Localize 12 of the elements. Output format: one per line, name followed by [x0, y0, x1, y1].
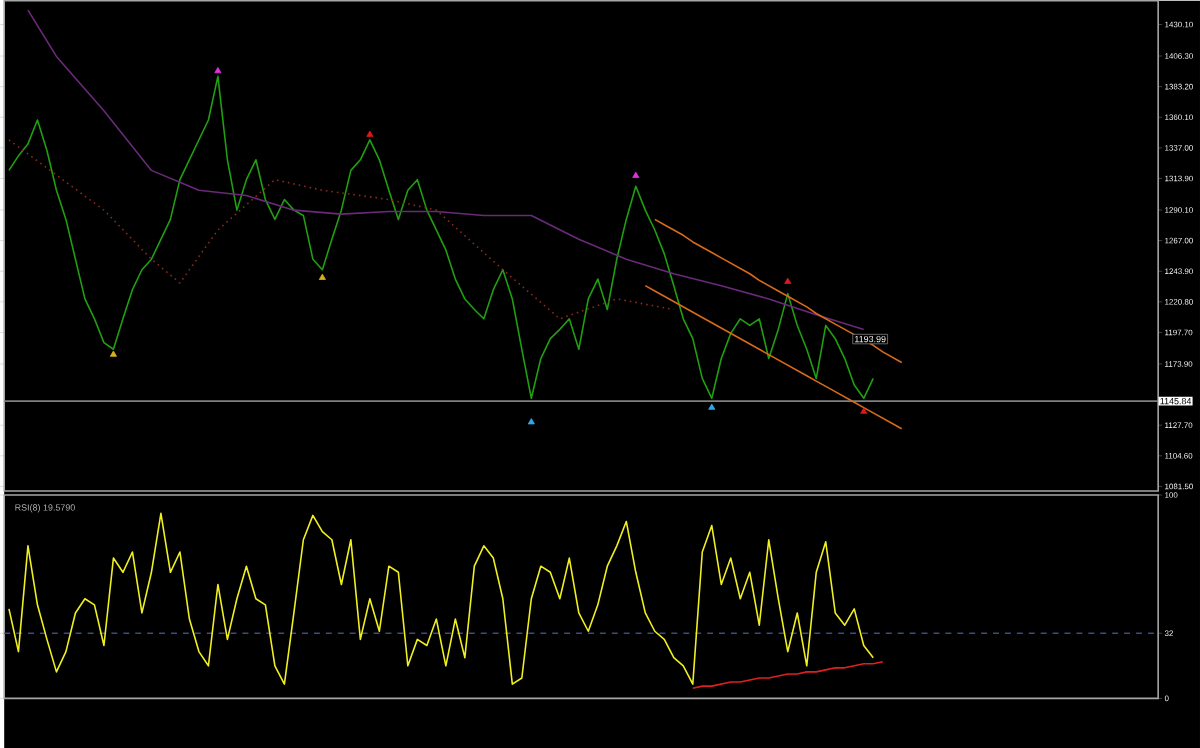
point — [318, 273, 326, 280]
point — [527, 418, 535, 425]
line-series — [27, 9, 865, 331]
point — [109, 350, 117, 357]
line-series — [8, 512, 875, 685]
point — [784, 277, 792, 284]
point — [860, 407, 868, 414]
point — [366, 130, 374, 137]
point — [708, 403, 716, 410]
point — [214, 66, 222, 74]
line-series — [8, 139, 675, 320]
point — [632, 171, 640, 178]
